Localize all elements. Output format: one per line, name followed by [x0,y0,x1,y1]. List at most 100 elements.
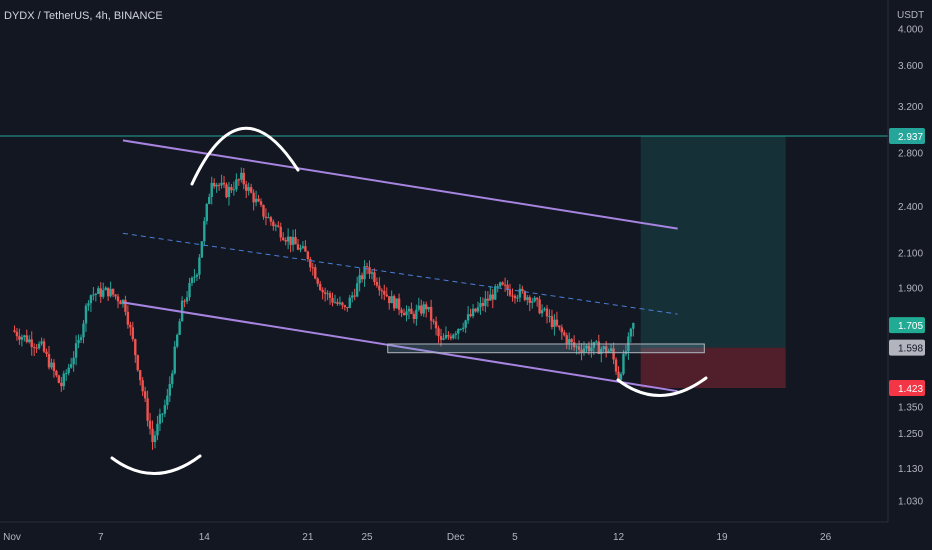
candle-body [32,347,36,349]
candle [388,296,391,310]
candle [111,288,115,298]
candle [486,291,490,308]
candle [432,318,435,325]
candle-body [168,383,171,396]
candle [156,415,159,441]
candle-body [422,304,425,314]
arc-bottom-left[interactable] [110,454,202,475]
channel-lower-line[interactable] [122,301,678,393]
candle-body [264,216,268,218]
candle-body [602,346,605,350]
candle-body [45,351,48,354]
candle-body [79,337,83,340]
candle-body [336,302,339,304]
candle-body [417,305,421,310]
candle [42,338,46,354]
price-badge [889,339,925,356]
candle-body [153,435,157,443]
candle [484,290,487,313]
price-tick-label: 3.200 [898,102,923,113]
candle-body [590,347,593,352]
candle [415,304,418,326]
candle [131,321,135,342]
candle-body [607,351,610,353]
candle [501,281,504,286]
candle [437,325,440,344]
price-badge-label: 2.937 [898,132,923,143]
candle-body [415,309,418,319]
candle-body [294,237,297,245]
candle-body [94,293,98,295]
channel-mid-line[interactable] [122,232,678,315]
candle [52,359,56,378]
candle [491,289,494,309]
arc-bottom-right[interactable] [616,376,708,397]
time-tick-label: 19 [717,532,729,543]
price-tick-label: 2.800 [898,149,923,160]
candle [417,297,421,312]
candle-body [338,302,342,304]
candle-body [501,282,504,285]
price-tick-label: 2.100 [898,249,923,260]
candle [237,178,241,186]
candle [553,314,556,336]
candle [47,345,51,370]
candle [550,309,554,330]
candle-body [397,298,401,310]
candle [215,182,218,193]
candle [363,260,366,287]
candle-body [279,226,282,238]
candle [217,182,221,191]
candle [158,408,162,432]
candle-body [237,179,241,181]
candle-body [143,391,147,399]
candle [200,241,204,258]
candle [28,335,31,344]
candle-body [35,347,38,349]
candle-body [318,283,322,291]
candle [269,215,273,226]
candle [348,294,351,309]
candle-body [25,335,28,342]
candle [452,333,455,340]
candle-body [203,221,206,242]
candle [410,302,413,315]
candle-body [498,282,502,287]
candle-body [156,423,159,436]
candle [306,250,310,262]
candle [284,237,287,246]
candle [163,399,167,418]
time-tick-label: Nov [3,532,21,543]
candle-body [299,247,302,250]
candle-body [632,323,635,329]
candle [205,203,208,225]
candle [412,311,416,324]
candle [506,280,509,297]
candle-body [351,295,354,298]
candle-body [538,299,541,314]
candle-body [565,335,568,344]
candle [198,253,201,280]
candle [538,295,541,315]
candle-body [242,172,245,185]
candle-body [217,184,221,186]
arc-top[interactable] [190,126,300,186]
candle [94,292,98,302]
channel-upper-line[interactable] [122,139,678,230]
candle [180,296,184,322]
candle-body [523,291,527,300]
candle-body [208,196,211,204]
candle [558,325,561,331]
candle-body [205,203,208,222]
candle-body [67,367,70,374]
candle-body [580,349,583,353]
candle [521,285,524,294]
candle [318,280,322,291]
candle [464,319,467,334]
candle-body [87,303,90,306]
candle [175,333,179,349]
support-box[interactable] [387,343,705,354]
candle-body [563,332,566,336]
candle [397,293,401,316]
